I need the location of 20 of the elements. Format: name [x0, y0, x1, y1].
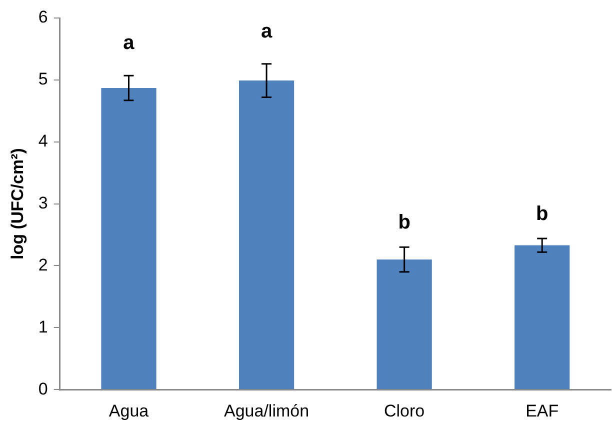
y-axis-title: log (UFC/cm²)	[8, 148, 27, 260]
y-tick-label: 3	[38, 193, 48, 212]
x-tick-label: Cloro	[384, 401, 425, 420]
annotation: b	[536, 203, 548, 225]
annotation: a	[123, 32, 136, 54]
y-tick-label: 4	[38, 132, 48, 151]
bar	[514, 245, 570, 390]
y-tick-label: 6	[38, 8, 48, 27]
bar	[238, 80, 294, 390]
y-tick-label: 5	[38, 70, 48, 89]
y-tick-label: 0	[38, 379, 48, 398]
annotation: a	[260, 20, 273, 42]
annotation: b	[398, 212, 410, 234]
bar	[101, 88, 156, 390]
y-tick-label: 1	[38, 317, 48, 336]
y-tick-label: 2	[38, 255, 48, 274]
x-tick-label: Agua/limón	[224, 401, 310, 420]
bar	[376, 260, 432, 390]
x-tick-label: EAF	[526, 401, 559, 420]
x-tick-label: Agua	[108, 401, 150, 420]
